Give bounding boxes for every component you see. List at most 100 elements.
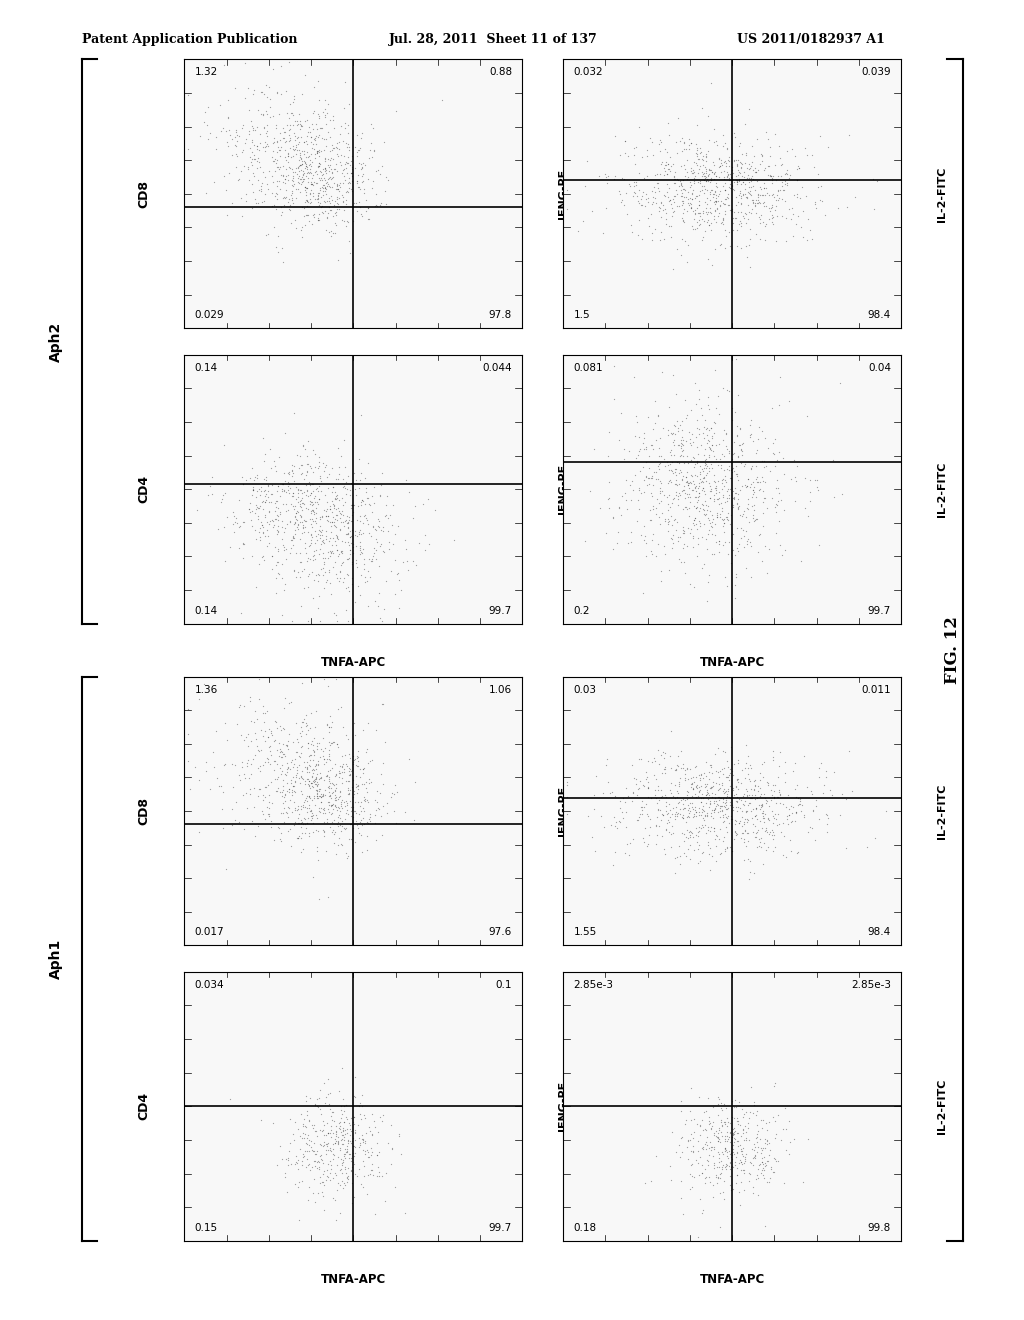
Point: [734, 1140, 751, 1162]
Point: [340, 523, 356, 544]
Point: [301, 1140, 317, 1162]
Point: [679, 201, 695, 222]
Point: [274, 743, 291, 764]
Point: [291, 755, 307, 776]
Point: [752, 763, 768, 784]
Point: [326, 494, 342, 515]
Point: [270, 170, 287, 191]
Point: [331, 828, 347, 849]
Point: [721, 513, 737, 535]
Point: [675, 499, 691, 520]
Point: [293, 154, 309, 176]
Point: [695, 416, 712, 437]
Point: [681, 1129, 697, 1150]
Point: [312, 767, 329, 788]
Point: [730, 165, 746, 186]
Point: [336, 744, 352, 766]
Point: [757, 804, 773, 825]
Point: [339, 211, 355, 232]
Point: [685, 807, 701, 828]
Point: [660, 470, 677, 491]
Point: [723, 504, 739, 525]
Point: [276, 168, 293, 189]
Point: [752, 1154, 768, 1175]
Point: [683, 161, 699, 182]
Point: [271, 129, 288, 150]
Point: [314, 548, 331, 569]
Point: [316, 562, 333, 583]
Point: [311, 508, 328, 529]
Point: [355, 554, 372, 576]
Point: [252, 496, 268, 517]
Point: [688, 801, 705, 822]
Point: [385, 494, 401, 515]
Point: [310, 494, 327, 515]
Point: [286, 455, 302, 477]
Point: [246, 797, 262, 818]
Point: [354, 170, 371, 191]
Point: [677, 789, 693, 810]
Point: [298, 801, 314, 822]
Point: [633, 483, 649, 504]
Point: [674, 140, 690, 161]
Point: [724, 1155, 740, 1176]
Point: [359, 1140, 376, 1162]
Point: [702, 190, 719, 211]
Point: [688, 450, 705, 471]
Point: [735, 207, 752, 228]
Point: [325, 189, 341, 210]
Point: [741, 177, 758, 198]
Point: [666, 414, 682, 436]
Point: [659, 186, 676, 207]
Point: [213, 799, 229, 820]
Point: [290, 127, 306, 148]
Point: [754, 1147, 770, 1168]
Point: [631, 777, 647, 799]
Point: [743, 183, 760, 205]
Point: [311, 153, 328, 174]
Point: [691, 209, 708, 230]
Point: [674, 411, 690, 432]
Point: [287, 771, 303, 792]
Point: [396, 1203, 413, 1224]
Point: [721, 1127, 737, 1148]
Point: [706, 817, 722, 838]
Point: [669, 169, 685, 190]
Point: [627, 183, 643, 205]
Point: [762, 461, 778, 482]
Point: [754, 1151, 770, 1172]
Point: [406, 550, 422, 572]
Point: [758, 177, 774, 198]
Point: [691, 1086, 708, 1107]
Point: [750, 1184, 766, 1205]
Point: [297, 214, 313, 235]
Point: [265, 133, 282, 154]
Point: [253, 719, 269, 741]
Point: [248, 495, 264, 516]
Point: [711, 1129, 727, 1150]
Point: [732, 453, 749, 474]
Point: [249, 465, 265, 486]
Point: [328, 1122, 344, 1143]
Point: [735, 812, 752, 833]
Point: [746, 774, 763, 795]
Point: [304, 772, 321, 793]
Point: [635, 775, 651, 796]
Point: [302, 772, 318, 793]
Point: [677, 158, 693, 180]
Point: [759, 1150, 775, 1171]
Point: [316, 1093, 333, 1114]
Point: [707, 413, 723, 434]
Point: [367, 789, 383, 810]
Point: [285, 115, 301, 136]
Text: CD4: CD4: [137, 475, 151, 503]
Point: [750, 185, 766, 206]
Point: [378, 193, 394, 214]
Point: [734, 807, 751, 828]
Point: [321, 776, 337, 797]
Point: [285, 91, 301, 112]
Point: [344, 759, 360, 780]
Point: [352, 1134, 369, 1155]
Point: [748, 224, 764, 246]
Point: [755, 480, 771, 502]
